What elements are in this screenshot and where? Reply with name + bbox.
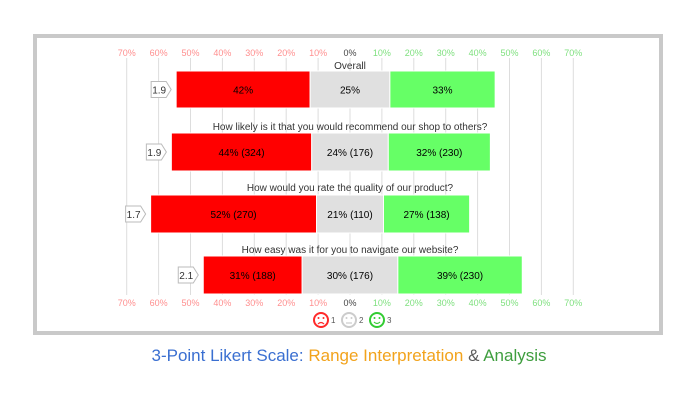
- bar-value-label: 39% (230): [437, 271, 483, 282]
- bar-value-label: 44% (324): [218, 148, 264, 159]
- bar-value-label: 52% (270): [210, 210, 256, 221]
- x-tick-label-top: 30%: [245, 48, 263, 58]
- x-tick-label-bottom: 0%: [343, 298, 356, 308]
- x-tick-label-top: 60%: [150, 48, 168, 58]
- x-tick-label-bottom: 50%: [500, 298, 518, 308]
- bar-value-label: 42%: [233, 86, 253, 97]
- legend-label: 2: [359, 316, 364, 325]
- legend-label: 3: [387, 316, 392, 325]
- bar-segment-2: [301, 255, 399, 295]
- x-tick-label-top: 40%: [213, 48, 231, 58]
- x-tick-label-bottom: 50%: [181, 298, 199, 308]
- x-tick-label-bottom: 60%: [532, 298, 550, 308]
- x-tick-label-bottom: 30%: [245, 298, 263, 308]
- x-tick-label-top: 20%: [405, 48, 423, 58]
- mean-badge: [177, 266, 199, 284]
- chart-frame: 70% 70% 60% 60% 50% 50% 40% 40% 30% 30% 20% 20% 10% 1…: [33, 34, 663, 335]
- x-tick-label-bottom: 10%: [373, 298, 391, 308]
- question-label: How likely is it that you would recommen…: [213, 122, 488, 133]
- mean-value: 2.1: [179, 271, 193, 282]
- neutral-face-icon: [341, 312, 357, 328]
- bar-value-label: 33%: [433, 86, 453, 97]
- legend-label: 1: [331, 316, 336, 325]
- caption-part: Range Interpretation: [308, 346, 464, 365]
- x-tick-label-bottom: 70%: [564, 298, 582, 308]
- x-tick-label-top: 0%: [343, 48, 356, 58]
- x-tick-label-top: 10%: [309, 48, 327, 58]
- bar-value-label: 21% (110): [327, 210, 372, 221]
- x-tick-label-top: 30%: [437, 48, 455, 58]
- bar-value-label: 24% (176): [327, 148, 373, 159]
- x-tick-label-bottom: 20%: [277, 298, 295, 308]
- x-tick-label-bottom: 30%: [437, 298, 455, 308]
- x-tick-label-top: 40%: [469, 48, 487, 58]
- bar-segment-1: [170, 132, 313, 172]
- bar-segment-3: [382, 194, 471, 234]
- bar-value-label: 31% (188): [230, 271, 276, 282]
- caption-part: Analysis: [483, 346, 547, 365]
- bar-segment-3: [397, 255, 523, 295]
- question-label: How easy was it for you to navigate our …: [242, 245, 459, 256]
- mean-value: 1.9: [152, 86, 166, 97]
- bar-segment-3: [389, 70, 496, 109]
- x-tick-label-top: 10%: [373, 48, 391, 58]
- mean-badge: [150, 81, 172, 98]
- mean-badge: [125, 205, 147, 223]
- bar-segment-1: [202, 255, 303, 295]
- caption-part: &: [463, 346, 484, 365]
- bar-segment-2: [311, 132, 389, 172]
- x-tick-label-top: 20%: [277, 48, 295, 58]
- mean-value: 1.7: [127, 210, 141, 221]
- likert-chart: 70%70%60%60%50%50%40%40%30%30%20%20%10%1…: [118, 48, 582, 328]
- bar-segment-3: [387, 132, 491, 172]
- mean-value: 1.9: [147, 148, 161, 159]
- bar-value-label: 32% (230): [416, 148, 462, 159]
- x-tick-label-top: 70%: [118, 48, 136, 58]
- x-tick-label-bottom: 60%: [150, 298, 168, 308]
- x-tick-label-top: 50%: [181, 48, 199, 58]
- bar-value-label: 25%: [340, 86, 360, 97]
- x-tick-label-top: 70%: [564, 48, 582, 58]
- question-label: How would you rate the quality of our pr…: [247, 183, 454, 194]
- bar-value-label: 30% (176): [327, 271, 373, 282]
- bar-value-label: 27% (138): [403, 210, 449, 221]
- happy-face-icon: [369, 312, 385, 328]
- x-tick-label-bottom: 40%: [213, 298, 231, 308]
- x-tick-label-bottom: 20%: [405, 298, 423, 308]
- x-tick-label-bottom: 40%: [469, 298, 487, 308]
- x-tick-label-top: 60%: [532, 48, 550, 58]
- question-label: Overall: [334, 61, 366, 72]
- bar-segment-1: [150, 194, 318, 234]
- x-tick-label-bottom: 70%: [118, 298, 136, 308]
- bar-segment-1: [175, 70, 311, 109]
- mean-badge: [145, 143, 167, 161]
- bar-segment-2: [316, 194, 384, 234]
- x-tick-label-bottom: 10%: [309, 298, 327, 308]
- caption-part: 3-Point Likert Scale:: [151, 346, 309, 365]
- caption: 3-Point Likert Scale: Range Interpretati…: [0, 346, 698, 366]
- sad-face-icon: [313, 312, 329, 328]
- x-tick-label-top: 50%: [500, 48, 518, 58]
